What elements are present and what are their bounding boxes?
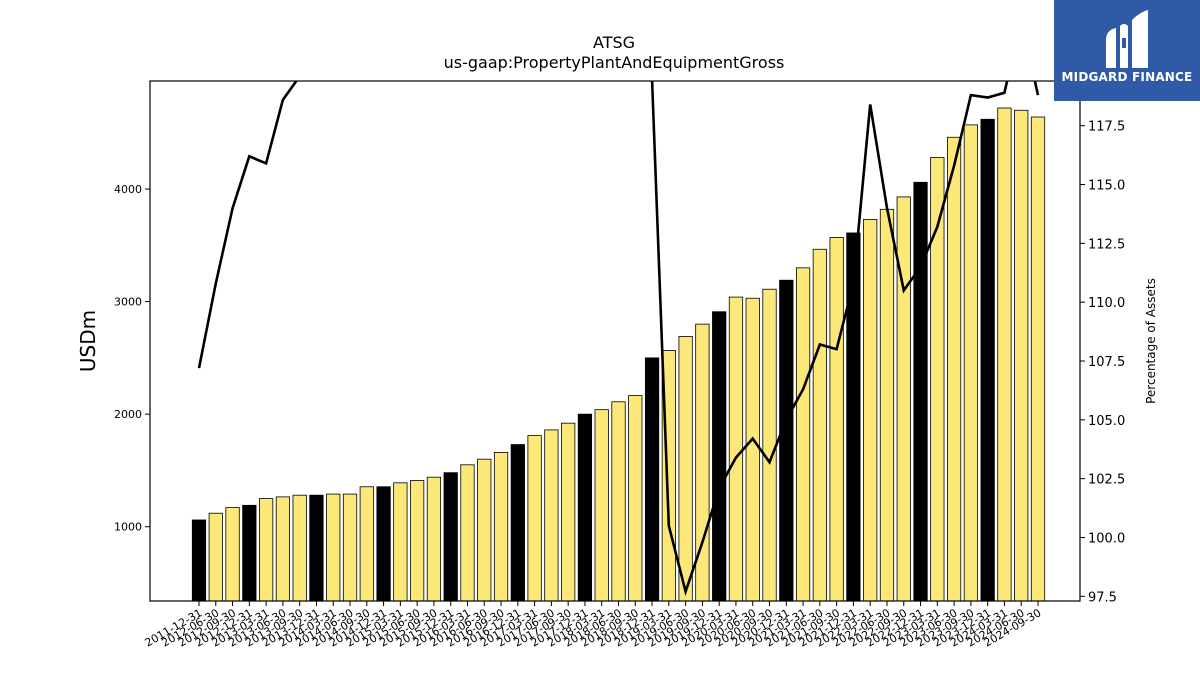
bar [544,429,559,602]
bar [359,486,374,602]
bar [577,413,593,602]
bar [527,435,542,602]
bar [376,486,391,602]
bar [510,444,525,602]
y2-tick-label: 110.0 [1088,296,1125,311]
y2-tick-label: 105.0 [1088,414,1125,429]
bar [812,248,827,602]
y2-tick-label: 107.5 [1088,355,1125,370]
bar [779,279,794,602]
midgard-logo: MIDGARD FINANCE [1054,0,1200,101]
y2-axis-label: Percentage of Assets [1144,278,1158,404]
bar [980,118,995,602]
bar [997,107,1012,602]
bar [225,507,240,602]
bar [896,196,911,602]
midgard-logo-mark-icon [1106,10,1148,68]
bar [611,401,626,602]
y2-tick-label: 100.0 [1088,531,1125,546]
bar [762,288,777,602]
bar [561,422,576,602]
y-tick-label: 1000 [114,521,142,534]
bar [913,181,928,602]
y2-tick-label: 102.5 [1088,473,1125,488]
chart-title: ATSG [593,33,635,52]
bar [1014,109,1029,602]
y-tick-label: 4000 [114,183,142,196]
percentage-line [197,81,298,369]
bar [628,395,643,602]
bar [292,494,307,602]
bar [678,336,693,602]
bar [242,504,257,602]
bar [963,124,978,602]
y2-tick-label: 97.5 [1088,590,1117,605]
bar [393,482,408,602]
chart-subtitle: us-gaap:PropertyPlantAndEquipmentGross [444,53,785,72]
bar [443,472,458,602]
bar [644,357,660,602]
bar [863,219,878,602]
bar [410,480,425,602]
bar [309,494,324,602]
bar [594,409,609,602]
bar [795,267,811,602]
bar [259,498,274,602]
bar [712,311,727,602]
bar [460,464,475,602]
bar [426,476,442,602]
bar [208,512,223,602]
y-axis-label: USDm [76,310,100,372]
y-tick-label: 2000 [114,408,142,421]
y-tick-label: 3000 [114,296,142,309]
bar [275,496,291,602]
bar [745,297,760,602]
bar [342,493,358,602]
bar [493,452,509,602]
percentage-line [650,81,1040,597]
bar [326,493,341,602]
y2-tick-label: 112.5 [1088,237,1125,252]
y2-tick-label: 115.0 [1088,179,1125,194]
bar [477,458,492,602]
bar [728,296,744,602]
y2-tick-label: 117.5 [1088,120,1125,135]
bar [1030,116,1046,602]
plot-frame [149,80,1081,602]
bar [946,136,962,602]
bar [191,519,207,602]
plot-area: 1000 2000 3000 4000 97.5 100.0 102.5 105.0 107.5… [114,80,1125,650]
bar [829,237,844,602]
logo-text: MIDGARD FINANCE [1061,70,1193,84]
bar [879,208,895,602]
